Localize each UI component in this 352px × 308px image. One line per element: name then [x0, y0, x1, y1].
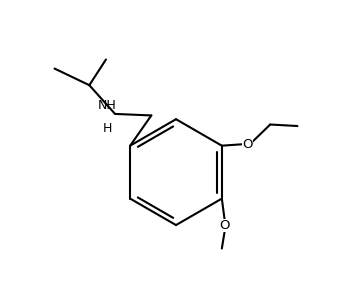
Text: H: H — [103, 122, 112, 136]
Text: O: O — [220, 219, 230, 232]
Text: O: O — [242, 138, 253, 151]
Text: NH: NH — [98, 99, 117, 112]
